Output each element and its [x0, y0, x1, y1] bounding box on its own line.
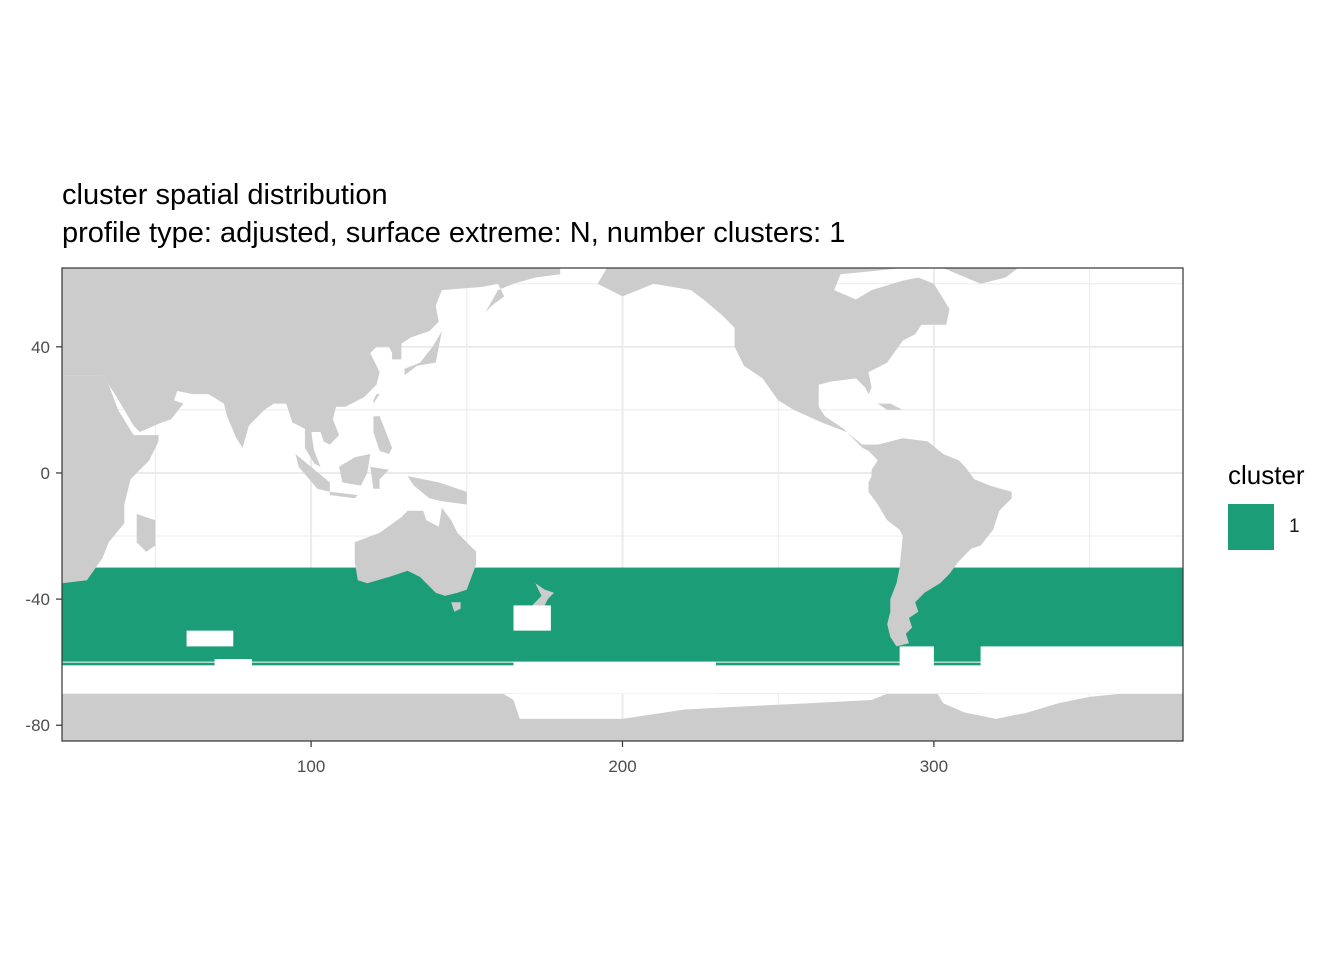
land-borneo: [339, 454, 371, 486]
ice-gaps-layer: [62, 605, 1183, 694]
ice-kerguelen: [186, 630, 234, 647]
ice-drake: [899, 646, 934, 675]
land-philippines: [373, 416, 393, 454]
x-tick-label: 200: [608, 757, 636, 776]
land-cuba: [877, 403, 903, 410]
x-tick-label: 100: [297, 757, 325, 776]
land-japan: [404, 331, 442, 376]
land-madagascar: [136, 514, 156, 552]
land-north-america: [560, 268, 950, 451]
ice-heard: [214, 659, 252, 669]
ice-ross-sea: [513, 662, 716, 694]
y-tick-label: 40: [31, 338, 50, 357]
y-tick-label: 0: [41, 464, 50, 483]
legend-label-cluster-1: 1: [1289, 516, 1300, 537]
land-greenland: [943, 268, 1018, 284]
land-south-america: [865, 438, 1012, 647]
legend-key-cluster-1: [1228, 504, 1274, 550]
land-australia: [354, 507, 477, 596]
land-taiwan: [373, 394, 380, 404]
land-africa: [62, 375, 159, 584]
chart-subtitle: profile type: adjusted, surface extreme:…: [62, 217, 846, 249]
land-sulawesi: [370, 466, 389, 489]
land-new-guinea: [407, 476, 467, 505]
land-eurasia: [62, 268, 561, 467]
y-tick-label: -80: [25, 716, 50, 735]
land-tasmania: [451, 602, 461, 612]
land-new-zealand: [519, 583, 554, 618]
land-sumatra: [295, 454, 330, 492]
ice-nz-gap: [513, 605, 551, 631]
legend-title: cluster: [1228, 460, 1305, 490]
x-tick-label: 300: [920, 757, 948, 776]
y-tick-label: -40: [25, 590, 50, 609]
chart-title: cluster spatial distribution: [62, 179, 388, 211]
land-java: [329, 491, 358, 499]
ice-weddell-sea: [980, 646, 1183, 694]
